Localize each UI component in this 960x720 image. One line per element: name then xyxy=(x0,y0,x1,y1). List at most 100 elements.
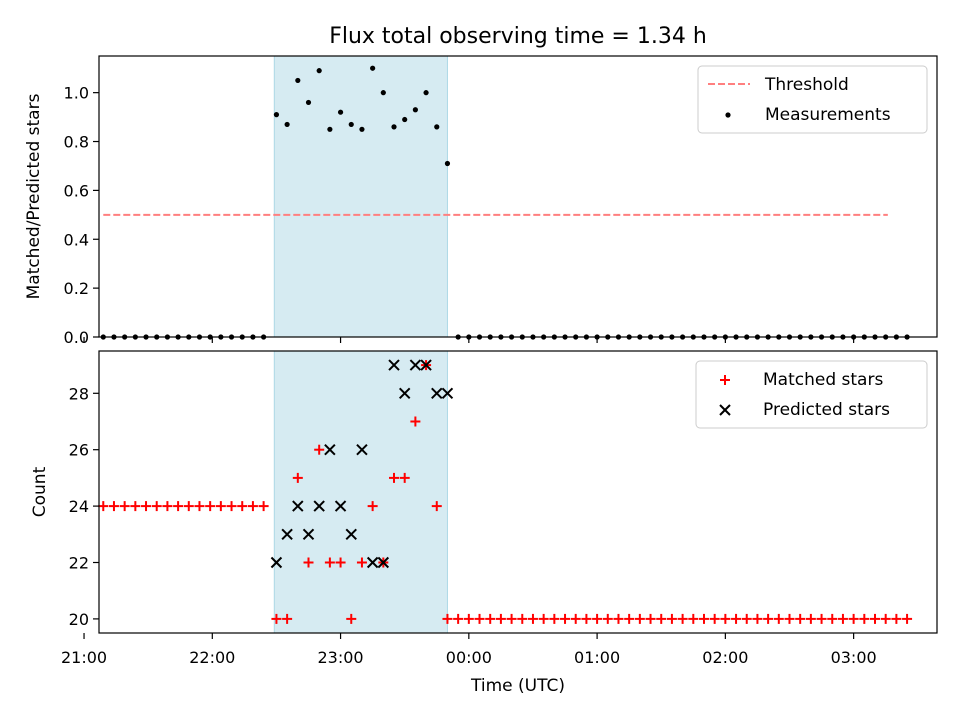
bottom-y-tick-label: 26 xyxy=(69,441,89,460)
bottom-axes-frame xyxy=(98,350,938,634)
matched-star-point xyxy=(410,416,421,427)
measurement-point xyxy=(273,112,280,118)
matched-star-point xyxy=(389,472,400,483)
legend-matched-marker xyxy=(720,375,730,385)
x-tick-label: 23:00 xyxy=(318,648,364,667)
matched-star-point xyxy=(741,613,752,624)
bottom-y-tick-label: 20 xyxy=(69,610,89,629)
top-y-tick-label: 0.6 xyxy=(64,181,89,200)
matched-star-point xyxy=(495,613,506,624)
matched-star-point xyxy=(356,557,367,568)
matched-star-point xyxy=(226,501,237,512)
measurement-point xyxy=(316,68,322,74)
matched-star-point xyxy=(677,613,688,624)
matched-star-point xyxy=(108,501,119,512)
predicted-star-point-b xyxy=(409,359,422,371)
matched-star-point xyxy=(784,613,795,624)
matched-star-point xyxy=(183,501,194,512)
top-legend-box xyxy=(697,65,928,134)
matched-star-point xyxy=(602,613,613,624)
matched-star-point xyxy=(335,557,346,568)
measurement-point xyxy=(284,121,290,128)
matched-star-point xyxy=(816,613,827,624)
matched-star-point xyxy=(282,613,293,624)
predicted-star-point-b xyxy=(420,359,432,371)
matched-star-point xyxy=(399,472,410,483)
measurement-point xyxy=(337,109,344,115)
matched-star-point xyxy=(98,501,109,512)
matched-star-point xyxy=(247,501,258,512)
predicted-star-point xyxy=(281,528,293,541)
matched-star-point xyxy=(624,613,635,624)
top-y-tick-label: 0.4 xyxy=(64,230,89,249)
measurement-point xyxy=(423,90,429,96)
measurement-point xyxy=(370,65,376,71)
legend-measurements-label: Measurements xyxy=(765,105,891,125)
matched-star-point xyxy=(485,613,496,624)
predicted-star-point xyxy=(409,359,422,371)
matched-star-point xyxy=(634,613,645,624)
matched-star-point xyxy=(258,501,269,512)
matched-star-point xyxy=(688,613,699,624)
bottom-marks xyxy=(98,359,913,624)
matched-star-point xyxy=(645,613,656,624)
matched-star-point xyxy=(324,557,335,568)
matched-star-point xyxy=(194,501,205,512)
predicted-star-point-b xyxy=(313,500,325,512)
measurement-point xyxy=(434,124,440,130)
predicted-star-point xyxy=(377,556,390,569)
predicted-star-point-b xyxy=(398,387,411,400)
matched-star-point xyxy=(205,501,216,512)
matched-star-point xyxy=(870,613,881,624)
matched-star-point xyxy=(346,613,357,624)
legend-matched-swatch xyxy=(720,375,730,385)
top-axes-frame xyxy=(98,55,938,338)
bottom-panel: 20 22 24 26 28 21:00 22:00 23:00 00:00 01:00 02:0… xyxy=(30,350,938,696)
matched-star-point xyxy=(891,613,902,624)
measurement-point xyxy=(295,77,301,84)
predicted-star-point xyxy=(388,359,400,371)
predicted-star-point-b xyxy=(292,500,304,512)
measurement-point xyxy=(359,126,365,132)
matched-star-point xyxy=(237,501,248,512)
predicted-star-point-b xyxy=(334,500,347,512)
top-y-axis-label: Matched/Predicted stars xyxy=(24,93,44,299)
predicted-star-point xyxy=(398,387,411,400)
matched-star-point xyxy=(773,613,784,624)
bottom-y-tick-label: 22 xyxy=(69,554,89,573)
matched-star-point xyxy=(506,613,517,624)
matched-star-point xyxy=(517,613,528,624)
matched-star-point xyxy=(720,613,731,624)
measurement-point xyxy=(402,116,408,123)
matched-star-point xyxy=(527,613,538,624)
top-y-ticks: 0.0 0.2 0.4 0.6 0.8 1.0 xyxy=(64,84,99,347)
matched-star-point xyxy=(367,501,378,512)
predicted-star-point-b xyxy=(388,359,400,371)
matched-star-point xyxy=(442,613,453,624)
bottom-y-axis-label: Count xyxy=(30,466,50,517)
predicted-star-point-b xyxy=(356,443,368,456)
legend-predicted-marker-b xyxy=(719,404,731,416)
matched-star-point xyxy=(795,613,806,624)
matched-star-point xyxy=(173,501,184,512)
predicted-star-point-b xyxy=(281,528,293,541)
predicted-star-point xyxy=(292,500,304,512)
legend-predicted-label: Predicted stars xyxy=(763,400,890,420)
matched-star-point xyxy=(837,613,848,624)
matched-star-point xyxy=(215,501,226,512)
x-tick-label: 22:00 xyxy=(189,648,235,667)
chart-title: Flux total observing time = 1.34 h xyxy=(329,24,707,49)
legend-predicted-swatch xyxy=(719,404,731,416)
top-panel: 0.0 0.2 0.4 0.6 0.8 1.0 Matched/Predicted sta… xyxy=(24,55,938,347)
measurement-point xyxy=(391,124,397,130)
predicted-star-point xyxy=(356,443,368,456)
predicted-star-point xyxy=(302,528,315,541)
top-y-tick-label: 0.2 xyxy=(64,279,89,298)
matched-star-point xyxy=(827,613,838,624)
matched-star-point xyxy=(560,613,571,624)
measurement-point xyxy=(305,99,312,106)
predicted-star-point xyxy=(345,528,357,541)
measurement-point xyxy=(327,126,333,132)
matched-star-point xyxy=(303,557,314,568)
